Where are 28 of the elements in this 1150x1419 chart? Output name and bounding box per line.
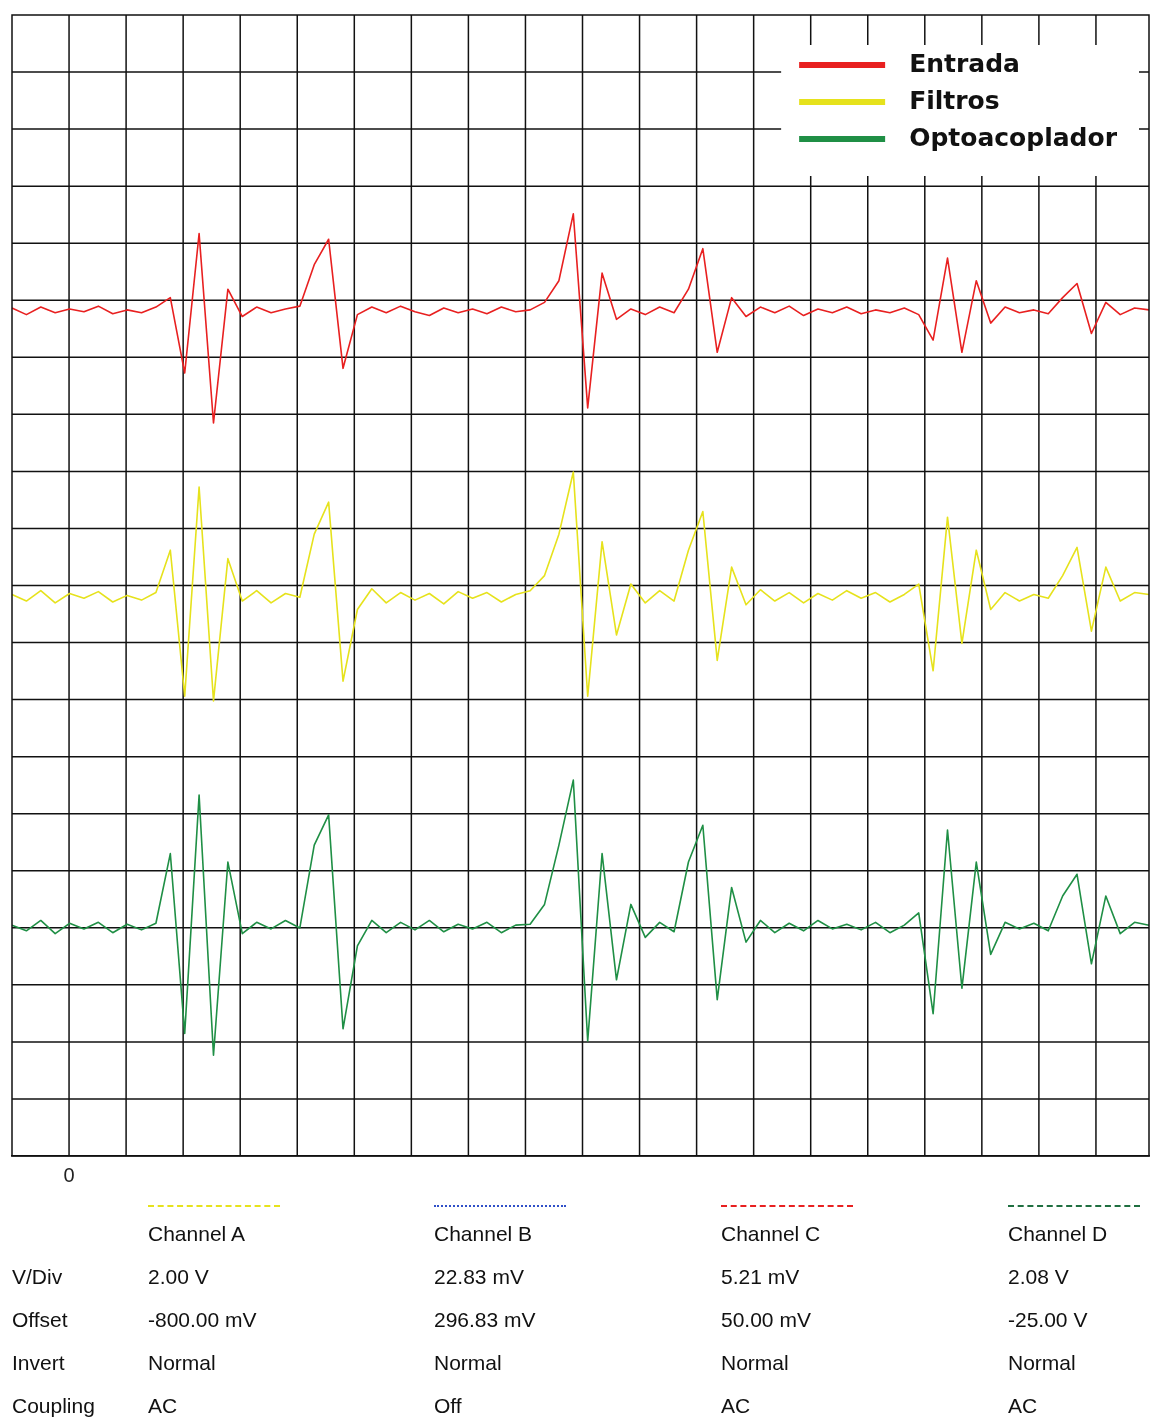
text: Channel A — [148, 1222, 245, 1246]
text: AC — [1008, 1394, 1038, 1418]
text: Offset — [12, 1308, 68, 1332]
text: 5.21 mV — [721, 1265, 800, 1289]
text: 50.00 mV — [721, 1308, 811, 1332]
text: AC — [148, 1394, 178, 1418]
text: Normal — [434, 1351, 502, 1375]
text: -800.00 mV — [148, 1308, 257, 1332]
text: 22.83 mV — [434, 1265, 524, 1289]
text: 2.08 V — [1008, 1265, 1069, 1289]
legend-label: Optoacoplador — [909, 122, 1118, 152]
text: Channel D — [1008, 1222, 1108, 1246]
text: Off — [434, 1394, 462, 1418]
text: Channel C — [721, 1222, 821, 1246]
text: Invert — [12, 1351, 65, 1375]
legend-label: Filtros — [909, 85, 1000, 115]
legend-label: Entrada — [909, 48, 1020, 78]
text: Normal — [148, 1351, 216, 1375]
text: Coupling — [12, 1394, 95, 1418]
text: -25.00 V — [1008, 1308, 1088, 1332]
text: 2.00 V — [148, 1265, 209, 1289]
text: Channel B — [434, 1222, 533, 1246]
text: Normal — [721, 1351, 789, 1375]
text: V/Div — [12, 1265, 63, 1289]
text: 0 — [63, 1163, 75, 1186]
text: Normal — [1008, 1351, 1076, 1375]
text: AC — [721, 1394, 751, 1418]
text: 296.83 mV — [434, 1308, 536, 1332]
